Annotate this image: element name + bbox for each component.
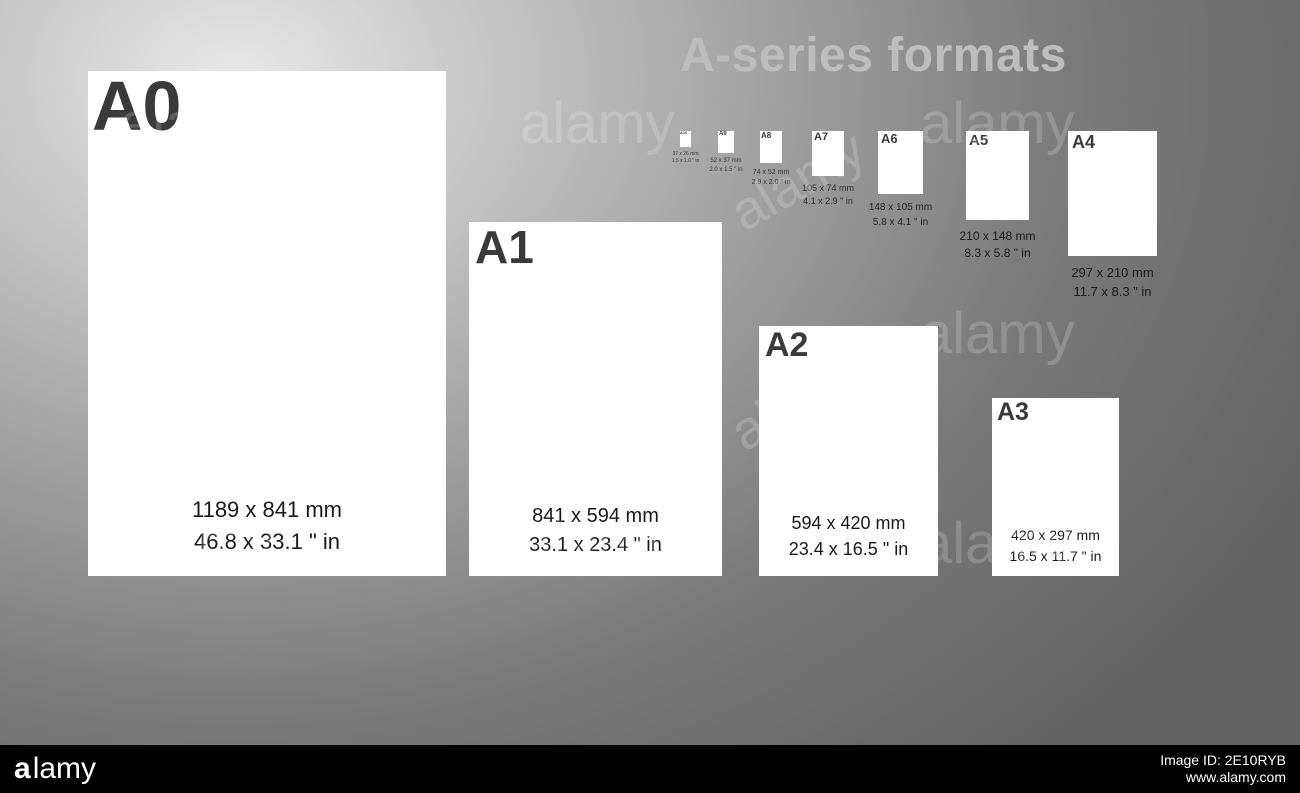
sheet-dims-a6: 148 x 105 mm5.8 x 4.1 " in — [869, 201, 932, 230]
footer-brand-a: a — [14, 752, 31, 786]
sheet-dims-mm-a6: 148 x 105 mm — [869, 201, 932, 216]
footer-image-id: Image ID: 2E10RYB — [1160, 752, 1286, 768]
sheet-dims-a1: 841 x 594 mm33.1 x 23.4 " in — [469, 502, 722, 560]
sheet-label-a2: A2 — [765, 328, 808, 362]
sheet-dims-in-a8: 2.9 x 2.0 " in — [752, 178, 791, 188]
sheet-a2: A2 594 x 420 mm23.4 x 16.5 " in — [759, 326, 938, 576]
sheet-label-a3: A3 — [997, 400, 1029, 425]
sheet-dims-mm-a8: 74 x 52 mm — [752, 168, 791, 178]
sheet-label-a9: A9 — [719, 131, 727, 137]
sheet-label-a1: A1 — [475, 224, 534, 270]
sheet-dims-in-a9: 2.0 x 1.5 " in — [709, 166, 742, 175]
sheet-a7: A7 — [812, 131, 844, 176]
sheet-dims-in-a2: 23.4 x 16.5 " in — [759, 536, 938, 562]
sheet-dims-a4: 297 x 210 mm11.7 x 8.3 " in — [1071, 264, 1153, 302]
sheet-label-a10: A10 — [680, 131, 687, 135]
sheet-label-a8: A8 — [761, 132, 771, 140]
sheet-a10: A10 — [680, 131, 691, 147]
sheet-dims-in-a3: 16.5 x 11.7 " in — [992, 546, 1119, 566]
sheet-a0: A0 1189 x 841 mm46.8 x 33.1 " in — [88, 71, 446, 576]
sheet-dims-a7: 105 x 74 mm4.1 x 2.9 " in — [802, 182, 854, 208]
sheet-a4: A4 — [1068, 131, 1157, 256]
sheet-label-a4: A4 — [1072, 133, 1095, 151]
sheet-dims-mm-a7: 105 x 74 mm — [802, 182, 854, 195]
sheet-dims-in-a7: 4.1 x 2.9 " in — [802, 195, 854, 208]
sheet-dims-mm-a9: 52 x 37 mm — [709, 157, 742, 166]
sheet-dims-a10: 37 x 26 mm1.5 x 1.0 " in — [672, 151, 700, 166]
sheet-dims-mm-a0: 1189 x 841 mm — [88, 494, 446, 526]
sheet-a9: A9 — [718, 131, 734, 153]
sheet-label-a7: A7 — [814, 132, 828, 143]
sheet-a8: A8 — [760, 131, 782, 163]
footer-id: Image ID: 2E10RYB www.alamy.com — [1160, 752, 1286, 787]
sheet-label-a5: A5 — [969, 133, 988, 148]
sheet-dims-in-a5: 8.3 x 5.8 " in — [959, 245, 1035, 262]
sheet-a3: A3 420 x 297 mm16.5 x 11.7 " in — [992, 398, 1119, 576]
sheet-dims-a3: 420 x 297 mm16.5 x 11.7 " in — [992, 525, 1119, 566]
sheet-dims-in-a4: 11.7 x 8.3 " in — [1071, 283, 1153, 302]
sheet-label-a0: A0 — [92, 71, 181, 141]
stage: A-series formats A0 1189 x 841 mm46.8 x 3… — [0, 0, 1300, 793]
footer-brand: alamy — [14, 752, 96, 786]
sheet-dims-in-a1: 33.1 x 23.4 " in — [469, 531, 722, 560]
watermark: alamy — [520, 90, 675, 157]
sheet-dims-mm-a10: 37 x 26 mm — [672, 151, 700, 158]
sheet-dims-a5: 210 x 148 mm8.3 x 5.8 " in — [959, 228, 1035, 263]
sheet-dims-in-a10: 1.5 x 1.0 " in — [672, 158, 700, 165]
footer-brand-rest: lamy — [33, 752, 96, 786]
footer-url: www.alamy.com — [1186, 769, 1286, 785]
watermark: alamy — [720, 118, 876, 244]
sheet-a5: A5 — [966, 131, 1029, 220]
watermark: alamy — [920, 300, 1075, 367]
sheet-dims-a2: 594 x 420 mm23.4 x 16.5 " in — [759, 510, 938, 562]
sheet-dims-a8: 74 x 52 mm2.9 x 2.0 " in — [752, 168, 791, 188]
sheet-dims-in-a0: 46.8 x 33.1 " in — [88, 526, 446, 558]
sheet-dims-mm-a3: 420 x 297 mm — [992, 525, 1119, 545]
sheet-dims-mm-a2: 594 x 420 mm — [759, 510, 938, 536]
sheet-dims-mm-a1: 841 x 594 mm — [469, 502, 722, 531]
footer-bar: alamy Image ID: 2E10RYB www.alamy.com — [0, 745, 1300, 793]
sheet-dims-mm-a4: 297 x 210 mm — [1071, 264, 1153, 283]
sheet-dims-a0: 1189 x 841 mm46.8 x 33.1 " in — [88, 494, 446, 558]
sheet-dims-mm-a5: 210 x 148 mm — [959, 228, 1035, 245]
sheet-label-a6: A6 — [881, 132, 898, 145]
sheet-a1: A1 841 x 594 mm33.1 x 23.4 " in — [469, 222, 722, 576]
sheet-dims-in-a6: 5.8 x 4.1 " in — [869, 216, 932, 231]
sheet-dims-a9: 52 x 37 mm2.0 x 1.5 " in — [709, 157, 742, 174]
sheet-a6: A6 — [878, 131, 923, 194]
page-title: A-series formats — [680, 28, 1067, 83]
